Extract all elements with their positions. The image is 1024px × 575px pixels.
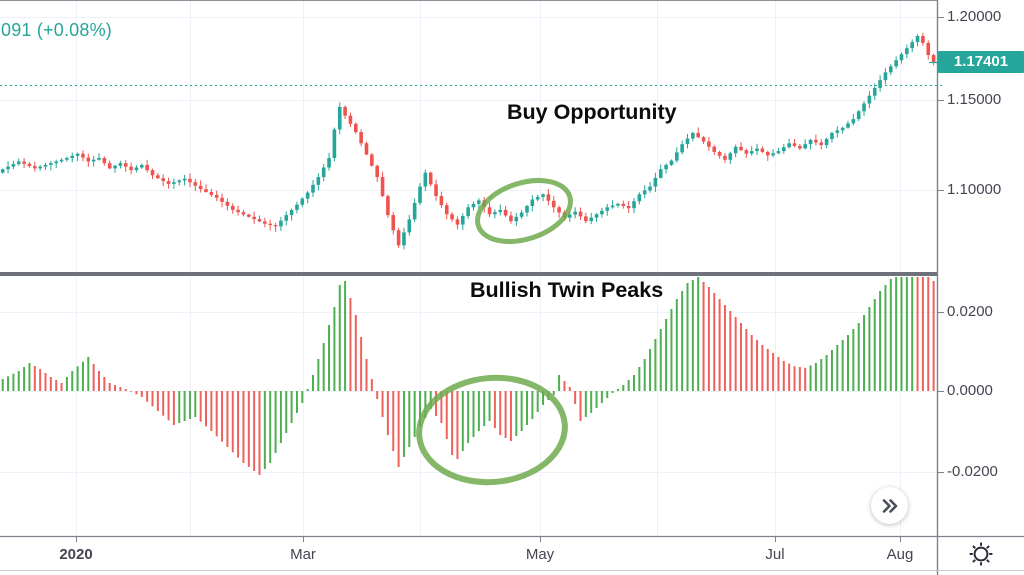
- pane-divider[interactable]: [0, 272, 938, 276]
- time-axis-label: Jul: [765, 546, 785, 563]
- time-axis-label: Aug: [886, 546, 914, 563]
- candlestick-series: [0, 32, 936, 250]
- bullish-twin-peaks-label[interactable]: Bullish Twin Peaks: [470, 278, 664, 302]
- gridlines: [0, 0, 937, 536]
- oscillator-series: [1, 277, 935, 475]
- price-axis-label: 1.10000: [947, 181, 1002, 198]
- price-axis-label: 1.20000: [947, 8, 1002, 25]
- time-axis-label: 2020: [59, 546, 93, 563]
- time-axis-label: Mar: [290, 546, 316, 563]
- price-axis-label: 1.15000: [947, 91, 1002, 108]
- price-axis-label: 0.0000: [947, 382, 993, 399]
- scroll-to-recent-button[interactable]: [871, 487, 908, 524]
- last-price-badge: 1.17401: [938, 51, 1024, 73]
- ellipse-drawing-1[interactable]: [470, 170, 579, 253]
- ellipse-drawing-2[interactable]: [415, 372, 570, 488]
- price-axis-label: -0.0200: [947, 463, 998, 480]
- gear-icon: [969, 542, 993, 566]
- price-axis-label: 0.0200: [947, 303, 993, 320]
- axis-ticks: [76, 17, 944, 542]
- buy-opportunity-label[interactable]: Buy Opportunity: [507, 100, 677, 124]
- symbol-change-text: 091 (+0.08%): [1, 20, 112, 40]
- time-axis-label: May: [525, 546, 555, 563]
- double-chevron-right-icon: [882, 498, 897, 513]
- settings-gear-button[interactable]: [959, 541, 1003, 567]
